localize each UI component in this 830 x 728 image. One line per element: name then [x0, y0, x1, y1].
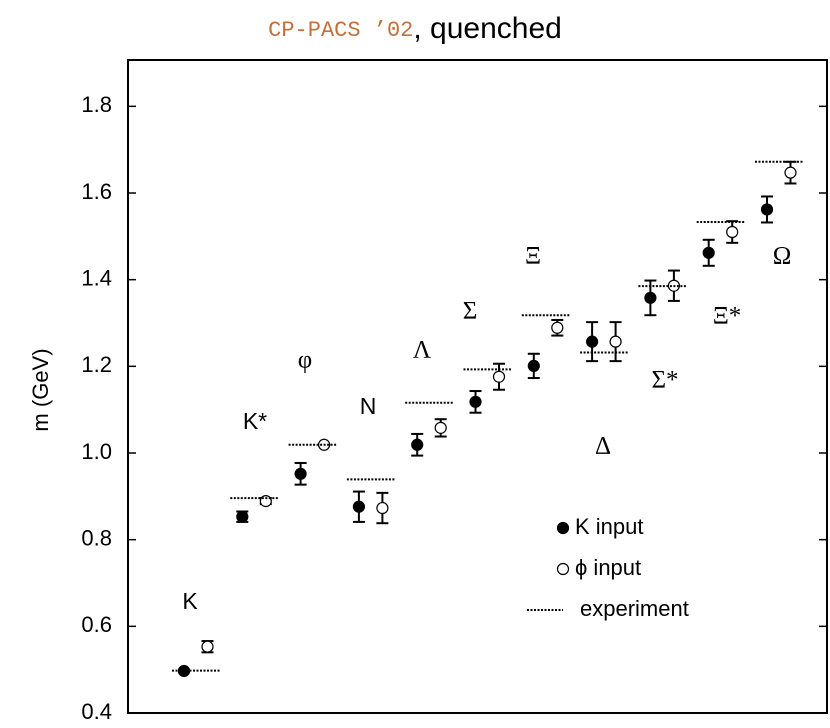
hadron-label: Σ — [463, 298, 478, 325]
y-axis-label: m (GeV) — [28, 348, 53, 431]
title-source: CP-PACS ’02 — [268, 18, 413, 43]
y-tick-label: 1.2 — [81, 352, 112, 377]
filled-point — [702, 246, 715, 259]
legend-label: ϕ input — [575, 555, 641, 580]
filled-point — [644, 291, 657, 304]
plot-frame — [127, 59, 828, 714]
filled-point — [236, 510, 249, 523]
hadron-label: Σ* — [651, 367, 678, 394]
open-point — [784, 166, 797, 179]
open-point — [434, 421, 447, 434]
filled-point — [411, 438, 424, 451]
y-tick-label: 1.0 — [81, 439, 112, 464]
filled-point — [760, 203, 774, 216]
y-tick-label: 1.8 — [81, 92, 112, 117]
open-point — [492, 370, 506, 383]
y-tick-label: 1.4 — [81, 265, 112, 290]
filled-point — [585, 335, 599, 348]
filled-point — [352, 500, 365, 513]
y-tick-label: 0.4 — [81, 699, 112, 724]
y-tick-label: 0.8 — [81, 525, 112, 550]
open-point — [201, 640, 214, 653]
legend-label: K input — [575, 514, 644, 539]
hadron-label: Λ — [413, 337, 431, 364]
y-tick-label: 0.6 — [81, 612, 112, 637]
open-point — [376, 501, 389, 515]
filled-point — [469, 395, 482, 408]
hadron-label: K — [182, 588, 198, 614]
filled-point — [527, 359, 540, 372]
y-tick-label: 1.6 — [81, 179, 112, 204]
title-text: , quenched — [413, 12, 561, 45]
legend-label: experiment — [580, 596, 689, 621]
chart-title: CP-PACS ’02, quenched — [268, 12, 562, 45]
open-point — [609, 335, 622, 348]
legend-marker — [556, 562, 570, 576]
hadron-label: N — [360, 393, 377, 419]
filled-point — [294, 467, 307, 480]
open-point — [726, 225, 739, 239]
legend-marker — [556, 521, 570, 535]
open-point — [551, 321, 564, 334]
hadron-label: Ξ — [525, 243, 541, 270]
hadron-label: Ω — [773, 243, 792, 270]
hadron-label: Ξ* — [713, 303, 742, 330]
hadron-label: Δ — [595, 433, 611, 460]
hadron-label: K* — [243, 408, 267, 434]
hadron-label: φ — [298, 347, 312, 374]
